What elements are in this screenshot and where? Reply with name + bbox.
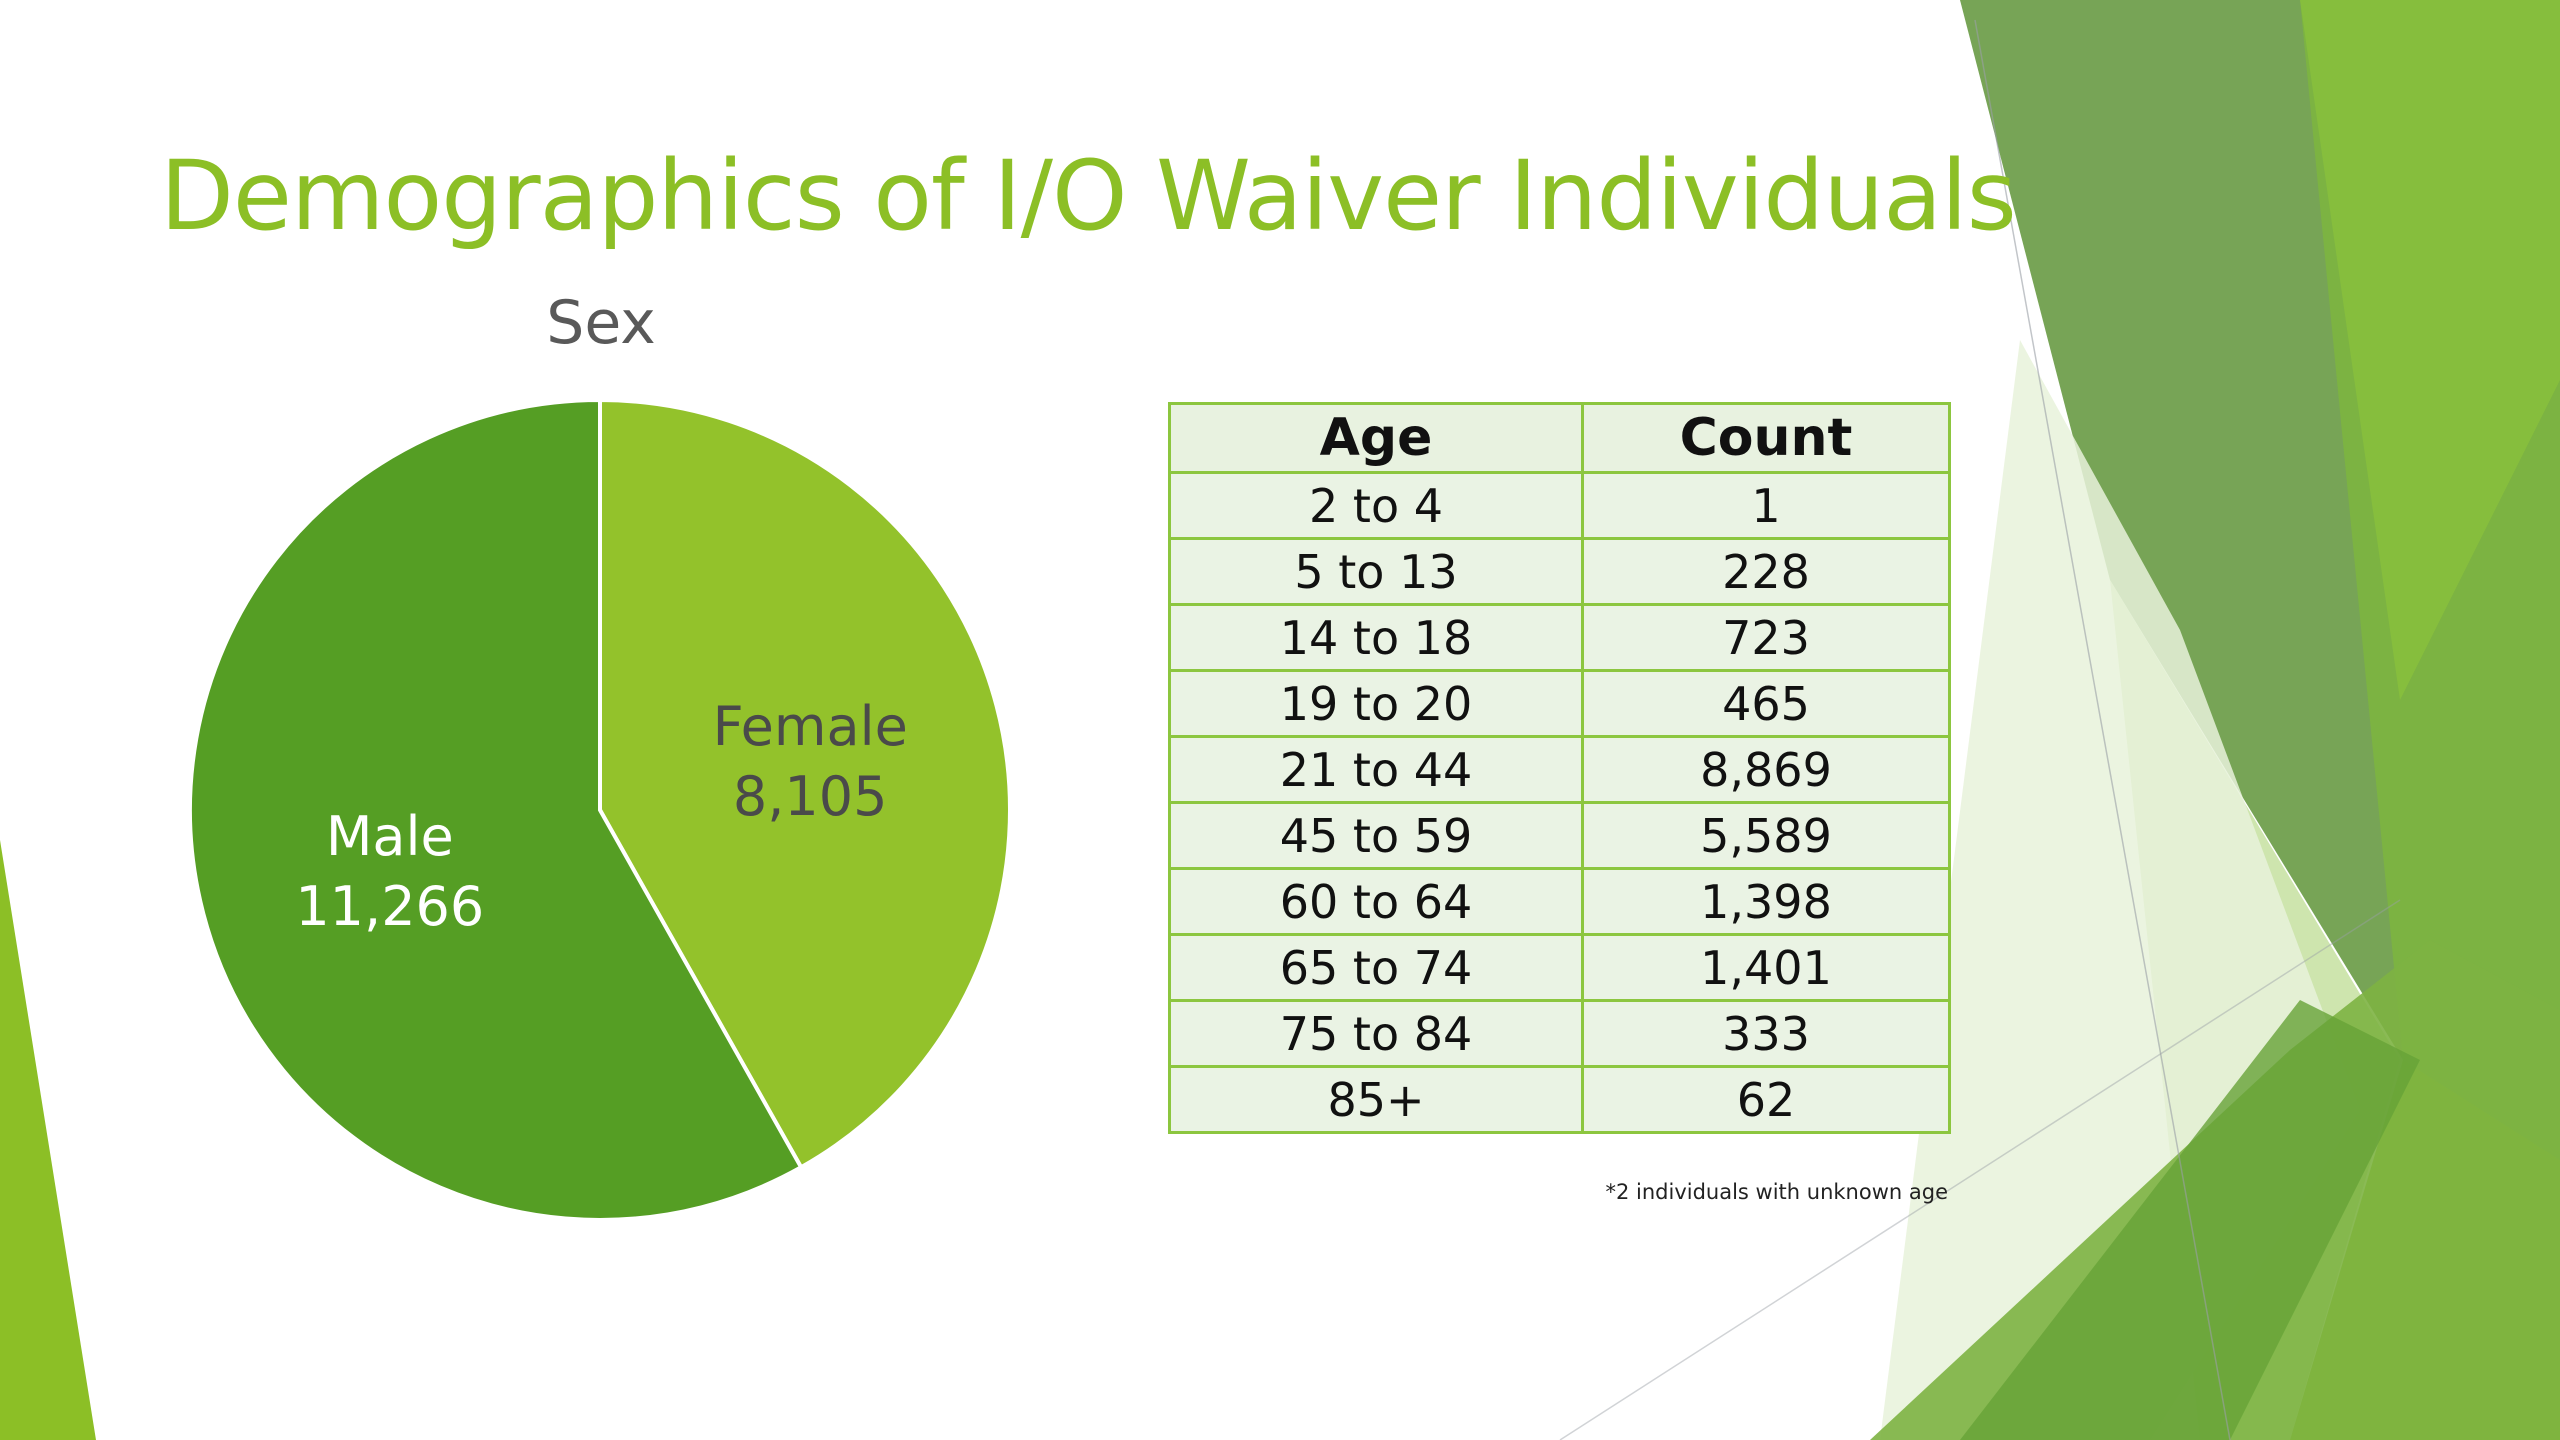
count-cell: 333: [1581, 999, 1951, 1068]
table-row: 60 to 64 1,398: [1168, 867, 1951, 936]
table-row: 85+ 62: [1168, 1065, 1951, 1134]
table-header-row: Age Count: [1168, 402, 1951, 474]
age-cell: 21 to 44: [1168, 735, 1584, 804]
age-cell: 14 to 18: [1168, 603, 1584, 672]
pie-value-male: 11,266: [295, 875, 484, 938]
table-row: 65 to 74 1,401: [1168, 933, 1951, 1002]
table-row: 75 to 84 333: [1168, 999, 1951, 1068]
pie-slice-male: [188, 397, 804, 1222]
age-cell: 85+: [1168, 1065, 1584, 1134]
table-row: 21 to 44 8,869: [1168, 735, 1951, 804]
count-cell: 1,398: [1581, 867, 1951, 936]
count-cell: 465: [1581, 669, 1951, 738]
count-cell: 723: [1581, 603, 1951, 672]
table-row: 14 to 18 723: [1168, 603, 1951, 672]
age-cell: 45 to 59: [1168, 801, 1584, 870]
age-cell: 60 to 64: [1168, 867, 1584, 936]
pie-label-male: Male: [326, 805, 454, 868]
age-cell: 65 to 74: [1168, 933, 1584, 1002]
count-cell: 5,589: [1581, 801, 1951, 870]
count-cell: 62: [1581, 1065, 1951, 1134]
sex-pie-chart: Female 8,105 Male 11,266: [188, 397, 1012, 1222]
count-cell: 1,401: [1581, 933, 1951, 1002]
age-cell: 75 to 84: [1168, 999, 1584, 1068]
table-row: 45 to 59 5,589: [1168, 801, 1951, 870]
age-cell: 5 to 13: [1168, 537, 1584, 606]
table-footnote: *2 individuals with unknown age: [1605, 1180, 1948, 1204]
pie-slice-female: [598, 397, 1012, 1171]
table-row: 19 to 20 465: [1168, 669, 1951, 738]
table-header-count: Count: [1581, 402, 1951, 474]
count-cell: 8,869: [1581, 735, 1951, 804]
pie-value-female: 8,105: [733, 765, 888, 828]
slide-title: Demographics of I/O Waiver Individuals: [160, 140, 2017, 252]
pie-label-female: Female: [713, 695, 908, 758]
pie-chart-title: Sex: [546, 288, 656, 358]
age-cell: 19 to 20: [1168, 669, 1584, 738]
count-cell: 1: [1581, 471, 1951, 540]
table-header-age: Age: [1168, 402, 1584, 474]
table-row: 5 to 13 228: [1168, 537, 1951, 606]
count-cell: 228: [1581, 537, 1951, 606]
age-cell: 2 to 4: [1168, 471, 1584, 540]
